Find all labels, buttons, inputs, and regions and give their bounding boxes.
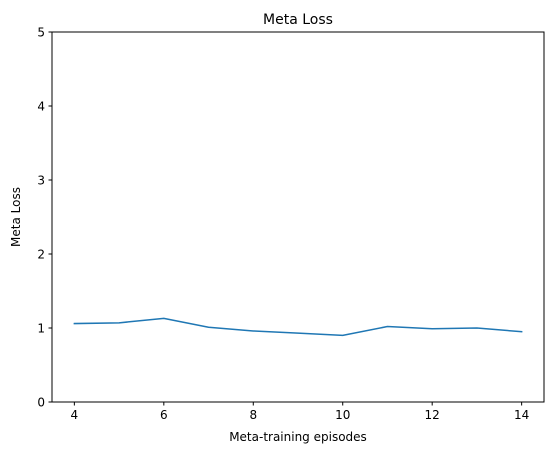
x-tick-label: 14 bbox=[514, 408, 529, 422]
x-axis-ticks: 4 6 8 10 12 14 bbox=[71, 402, 529, 422]
y-tick-label: 0 bbox=[37, 395, 45, 409]
series-layer bbox=[73, 317, 523, 337]
x-tick-label: 12 bbox=[425, 408, 440, 422]
y-tick-label: 3 bbox=[37, 173, 45, 187]
y-tick-label: 5 bbox=[37, 25, 45, 39]
x-axis-label: Meta-training episodes bbox=[229, 430, 367, 444]
y-tick-label: 4 bbox=[37, 99, 45, 113]
x-tick-label: 4 bbox=[71, 408, 79, 422]
x-tick-label: 10 bbox=[335, 408, 350, 422]
chart-title: Meta Loss bbox=[263, 12, 333, 28]
series-line bbox=[73, 317, 523, 337]
y-tick-label: 2 bbox=[37, 247, 45, 261]
y-tick-label: 1 bbox=[37, 321, 45, 335]
x-tick-label: 6 bbox=[160, 408, 168, 422]
plot-frame bbox=[51, 31, 545, 403]
plot-area-background bbox=[52, 32, 544, 402]
y-axis-ticks: 0 1 2 3 4 5 bbox=[37, 25, 52, 409]
x-tick-label: 8 bbox=[249, 408, 257, 422]
y-axis-label: Meta Loss bbox=[9, 187, 23, 247]
